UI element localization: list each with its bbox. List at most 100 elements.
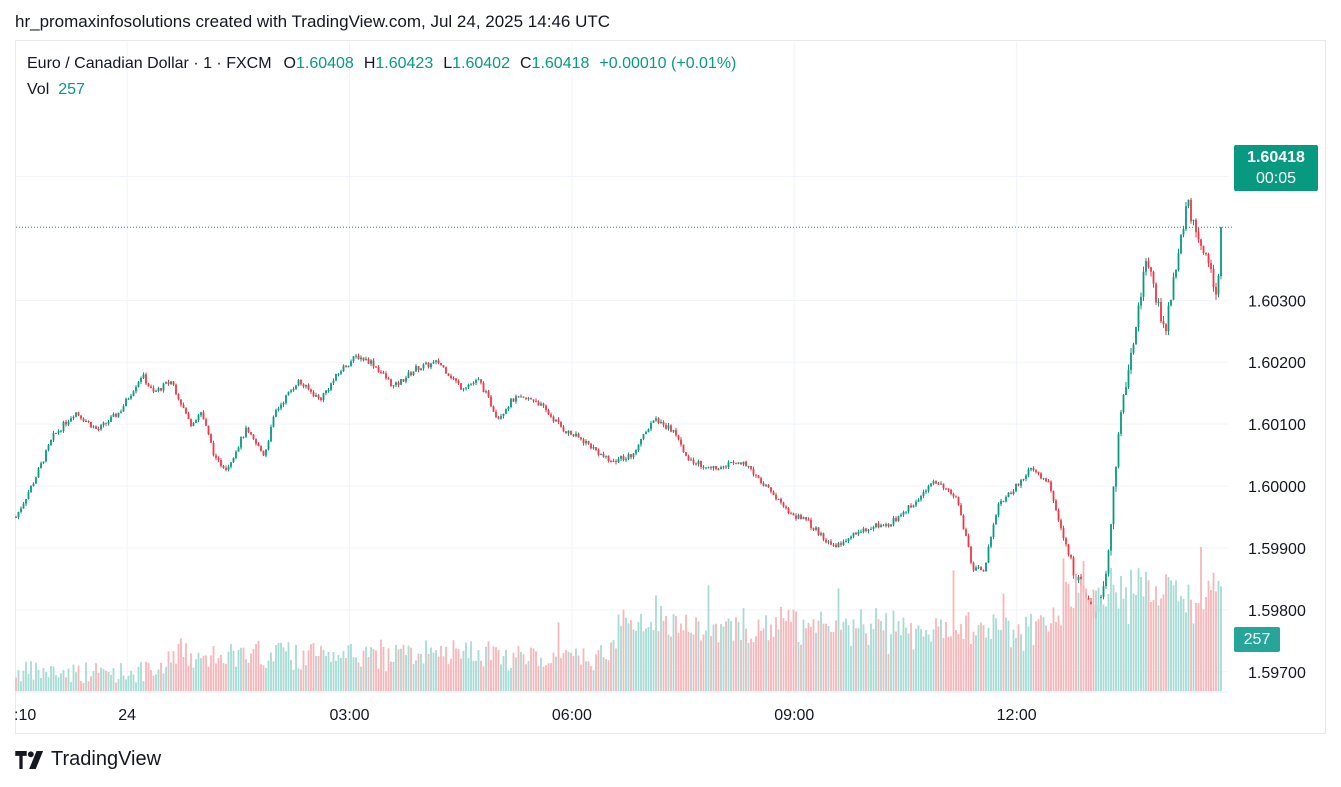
candle-body [375,366,377,368]
volume-bar [850,645,852,691]
candle-body [72,416,75,419]
candle-body [947,488,950,490]
volume-bar [1025,616,1027,691]
volume-bar [982,625,985,691]
volume-bar [755,636,757,691]
volume-bar [450,658,452,691]
candle-body [745,461,747,467]
candle-body [852,532,855,537]
candle-body [880,525,882,528]
chart-frame[interactable] [15,40,1326,734]
candle-body [637,444,640,450]
candle-body [430,363,432,368]
volume-bar [680,623,682,691]
volume-bar [955,630,957,691]
volume-bar [402,644,405,691]
candle-body [995,515,997,525]
volume-bar [530,647,532,691]
volume-bar [125,679,127,691]
candle-body [657,418,660,424]
candle-body [385,373,387,379]
volume-bar [752,642,755,691]
candle-body [555,419,557,422]
symbol-name[interactable]: Euro / Canadian Dollar · 1 · FXCM [27,55,272,72]
candle-body [572,434,575,437]
volume-bar [852,619,855,691]
candle-body [372,360,375,367]
candle-body [577,433,580,438]
candle-body [682,444,685,453]
volume-bar [692,634,695,691]
volume-bar [597,650,600,691]
volume-bar [1070,606,1072,691]
volume-bar [785,620,787,691]
candle-body [865,528,867,532]
low-label: L [443,55,453,72]
candle-body [397,382,400,385]
volume-label[interactable]: Vol [27,81,50,98]
volume-bar [1045,625,1047,691]
volume-bar [365,646,367,691]
volume-bar [252,649,255,691]
candle-body [470,383,472,385]
candle-body [820,533,822,535]
candle-body [297,379,300,386]
volume-bar [787,609,790,691]
volume-bar [435,650,437,691]
volume-bar [1112,584,1115,691]
candle-body [912,505,915,508]
candle-body [447,373,450,376]
candle-body [390,379,392,387]
candle-body [557,419,560,423]
volume-bar [342,650,345,691]
volume-bar [100,667,102,691]
volume-bar [495,647,497,691]
candle-body [697,461,700,465]
candle-body [105,422,107,424]
volume-bar [1060,625,1062,691]
candle-body [522,396,525,398]
volume-bar [152,675,155,691]
volume-bar [590,666,592,691]
volume-bar [632,629,635,691]
candle-body [715,466,717,470]
candle-body [905,511,907,513]
volume-bar [912,649,915,691]
candle-body [1180,234,1182,254]
candle-body [262,450,265,456]
candle-body [95,426,97,429]
candle-body [1042,478,1045,480]
candle-body [825,539,827,543]
volume-bar [617,614,620,691]
candle-body [887,524,890,527]
volume-bar [830,631,832,691]
candle-body [920,496,922,500]
candle-body [1135,327,1137,345]
volume-bar [1145,571,1147,691]
volume-bar [1142,596,1145,691]
volume-bar [162,673,165,691]
tradingview-logo[interactable]: TradingView [15,748,161,771]
volume-bar [1127,624,1130,691]
candle-body [202,412,205,420]
volume-bar [990,639,992,691]
volume-bar [710,636,712,691]
volume-bar [732,640,735,691]
volume-bar [390,661,392,691]
candle-body [670,425,672,432]
brand-name: TradingView [51,748,162,770]
volume-bar [245,659,247,691]
volume-bar [740,640,742,691]
volume-bar [297,668,300,691]
candle-body [255,439,257,444]
volume-bar [172,651,175,691]
volume-bar [657,631,660,691]
candle-body [450,375,452,379]
volume-bar [725,621,727,691]
volume-bar [425,640,427,691]
candle-body [285,395,287,404]
volume-bar [1120,575,1122,691]
volume-bar [647,627,650,691]
candle-body [1137,305,1140,328]
